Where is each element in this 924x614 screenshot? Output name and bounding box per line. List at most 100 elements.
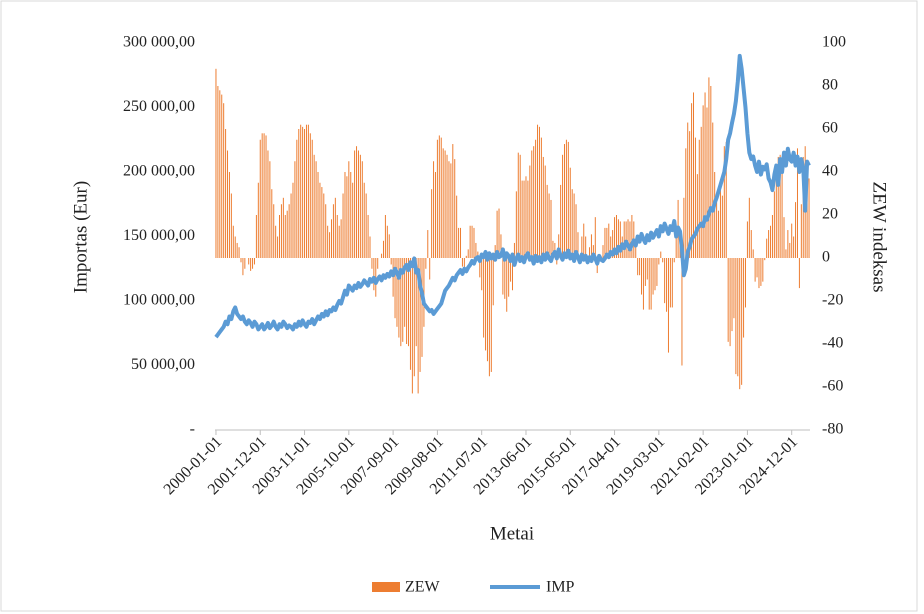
bar [748,197,750,258]
bar [390,258,392,265]
bar [563,144,565,258]
bar [646,258,648,280]
bar [452,144,454,258]
bar [631,215,633,258]
bar [356,146,358,258]
bar [702,105,704,258]
bar [569,167,571,258]
bar [537,124,539,258]
bar [336,215,338,258]
bar [359,154,361,258]
bar [731,258,733,332]
bar [531,150,533,258]
bar [706,107,708,258]
bar [269,161,271,258]
bar [627,219,629,258]
bar [548,193,550,258]
y-axis-label: Importas (Eur) [70,181,91,293]
bar [775,167,777,258]
bar [238,247,240,258]
bar [317,172,319,258]
line [214,53,811,339]
bar [240,258,242,263]
bar [642,258,644,310]
bar [664,258,666,304]
bar [691,103,693,258]
bar [506,258,508,312]
bar [483,258,485,338]
bar [681,258,683,366]
bar [571,189,573,258]
bar [510,258,512,282]
bar [327,225,329,258]
bar [614,217,616,258]
bar [228,172,230,258]
bar [261,133,263,258]
bar [712,122,714,258]
bar [319,182,321,258]
bar [221,94,223,258]
bar [608,223,610,258]
bar [463,258,465,274]
bar [544,165,546,258]
bar [400,258,402,347]
bar [234,236,236,258]
bar [744,258,746,308]
bar [725,141,727,258]
bar [762,258,764,282]
y-tick-label: 50 000,00 [131,356,195,373]
y2-tick-label: 60 [822,120,838,137]
bar [340,219,342,258]
bar [396,258,398,327]
bar [342,193,344,258]
bar [798,258,800,289]
bar [750,230,752,258]
bar [321,187,323,258]
bar [735,258,737,375]
bar [704,92,706,258]
bar [558,234,560,258]
bar [461,258,463,267]
bar [288,204,290,258]
y-tick-label: 200 000,00 [123,163,195,180]
bar [752,249,754,258]
bar [671,258,673,308]
bar [800,204,802,258]
bar [789,242,791,258]
bar [253,258,255,265]
bar [394,258,396,319]
bar [448,161,450,258]
bar [556,258,558,265]
bar [392,258,394,297]
bar [465,255,467,258]
bar [650,258,652,310]
bar [381,253,383,258]
y-tick-label: - [190,421,195,438]
bar [456,195,458,258]
bar [535,139,537,258]
bar [248,258,250,265]
bar [623,221,625,258]
bar [365,193,367,258]
bar [760,258,762,286]
bar [311,139,313,258]
bar [693,92,695,258]
bar [431,189,433,258]
bar [615,215,617,258]
bar [300,124,302,258]
bar [332,204,334,258]
x-axis-label: Metai [490,523,534,544]
bar [567,141,569,258]
bar [644,258,646,286]
bar [454,159,456,258]
bar [277,236,279,258]
bar [263,133,265,258]
bar [305,124,307,258]
bar [348,161,350,258]
bar [604,227,606,258]
bar [471,225,473,258]
bar [617,219,619,258]
bar [255,215,257,258]
bar [388,234,390,258]
